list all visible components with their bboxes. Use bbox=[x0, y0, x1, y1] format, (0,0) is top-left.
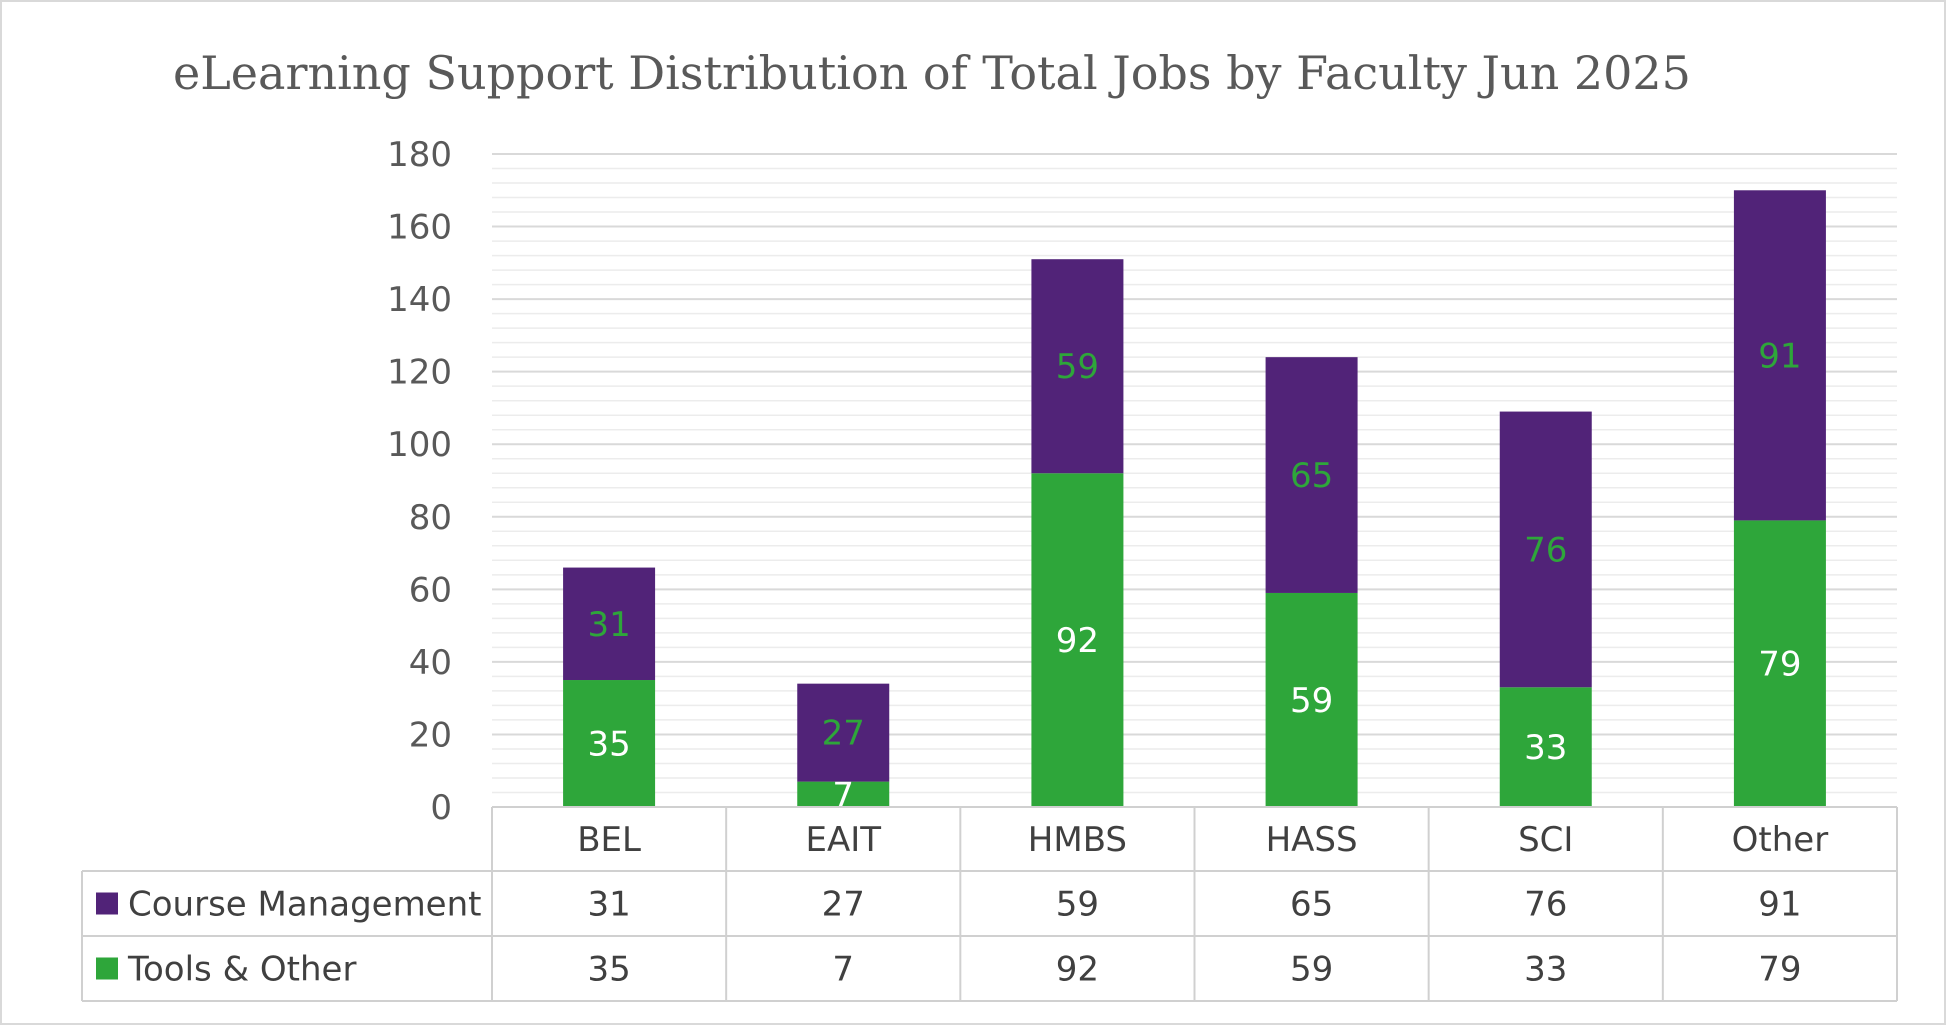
bar-hmbs-course-management bbox=[1031, 259, 1124, 474]
bar-hass-course-management bbox=[1265, 357, 1358, 593]
data-label: 7 bbox=[832, 775, 854, 815]
y-tick-label: 180 bbox=[387, 135, 452, 175]
bar-eait-course-management bbox=[797, 683, 890, 782]
bar-sci-course-management bbox=[1499, 411, 1592, 688]
legend-key-course-management bbox=[96, 892, 118, 915]
table-cell: 76 bbox=[1524, 885, 1567, 925]
y-tick-label: 120 bbox=[387, 353, 452, 393]
data-label: 59 bbox=[1056, 347, 1099, 387]
data-label: 35 bbox=[587, 725, 630, 765]
chart-title: eLearning Support Distribution of Total … bbox=[173, 46, 1691, 100]
y-tick-label: 80 bbox=[409, 498, 452, 538]
bar-bel-tools-other bbox=[563, 680, 656, 807]
legend-label-course-management: Course Management bbox=[128, 885, 481, 925]
category-label-bel: BEL bbox=[577, 820, 641, 860]
y-tick-label: 40 bbox=[409, 643, 452, 683]
bar-sci-tools-other bbox=[1499, 687, 1592, 807]
bar-hmbs-tools-other bbox=[1031, 473, 1124, 807]
data-label: 59 bbox=[1290, 681, 1333, 721]
bar-bel-course-management bbox=[563, 567, 656, 681]
table-cell: 33 bbox=[1524, 950, 1567, 990]
y-tick-label: 0 bbox=[430, 788, 452, 828]
legend-label-tools-other: Tools & Other bbox=[127, 950, 356, 990]
table-cell: 59 bbox=[1056, 885, 1099, 925]
category-label-hmbs: HMBS bbox=[1028, 820, 1127, 860]
y-tick-label: 20 bbox=[409, 715, 452, 755]
table-cell: 91 bbox=[1758, 885, 1801, 925]
data-label: 27 bbox=[822, 714, 865, 754]
bar-hass-tools-other bbox=[1265, 592, 1358, 807]
category-label-hass: HASS bbox=[1266, 820, 1358, 860]
data-label: 33 bbox=[1524, 728, 1567, 768]
table-cell: 79 bbox=[1758, 950, 1801, 990]
table-cell: 31 bbox=[587, 885, 630, 925]
y-tick-label: 160 bbox=[387, 208, 452, 248]
data-label: 31 bbox=[587, 605, 630, 645]
data-label: 79 bbox=[1758, 645, 1801, 685]
table-cell: 59 bbox=[1290, 950, 1333, 990]
data-label: 91 bbox=[1758, 336, 1801, 376]
data-label: 65 bbox=[1290, 456, 1333, 496]
bar-other-course-management bbox=[1733, 190, 1826, 521]
bar-other-tools-other bbox=[1733, 520, 1826, 807]
bar-eait-tools-other bbox=[797, 781, 890, 807]
y-tick-label: 100 bbox=[387, 425, 452, 465]
table-cell: 7 bbox=[832, 950, 854, 990]
table-cell: 92 bbox=[1056, 950, 1099, 990]
y-tick-label: 60 bbox=[409, 570, 452, 610]
legend-key-tools-other bbox=[96, 957, 118, 980]
category-label-sci: SCI bbox=[1518, 820, 1573, 860]
category-label-eait: EAIT bbox=[805, 820, 881, 860]
table-cell: 65 bbox=[1290, 885, 1333, 925]
table-cell: 35 bbox=[587, 950, 630, 990]
y-tick-label: 140 bbox=[387, 280, 452, 320]
data-label: 92 bbox=[1056, 621, 1099, 661]
table-cell: 27 bbox=[822, 885, 865, 925]
data-label: 76 bbox=[1524, 530, 1567, 570]
category-label-other: Other bbox=[1732, 820, 1829, 860]
